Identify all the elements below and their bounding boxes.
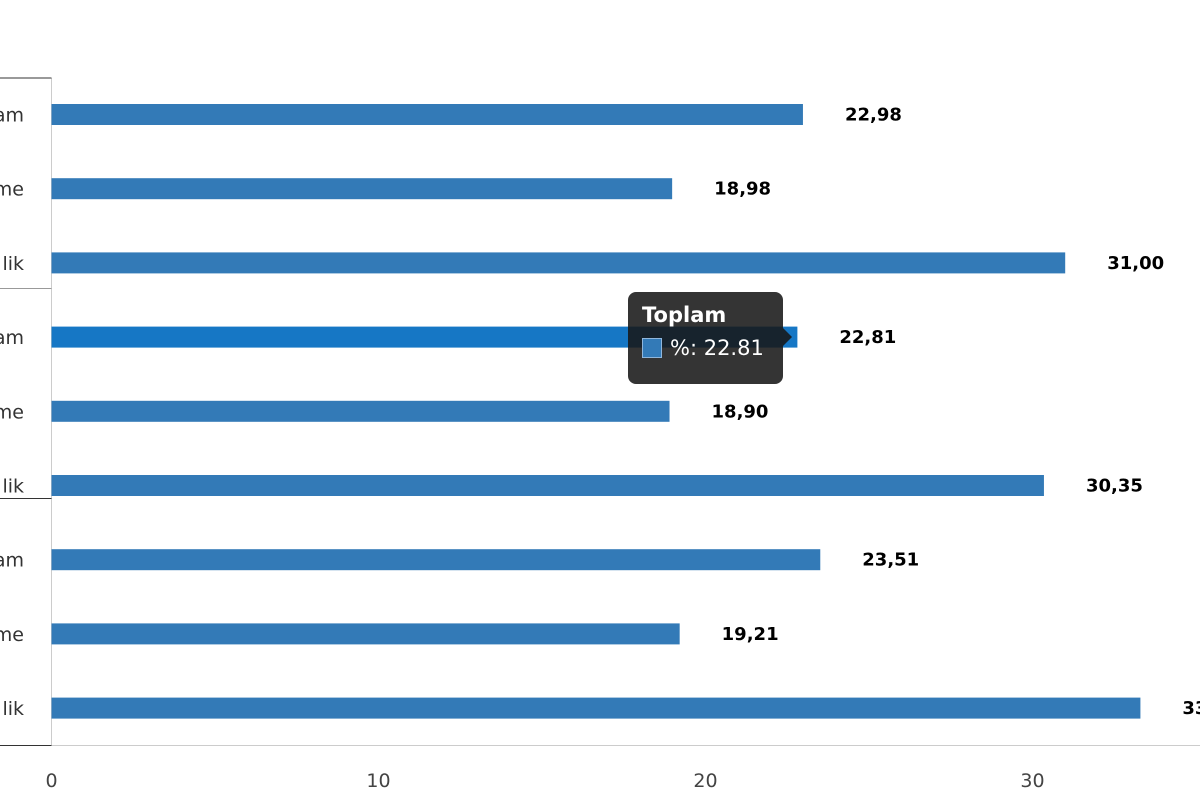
data-label: 22,81: [839, 327, 896, 348]
bar: [51, 104, 803, 125]
category-label: me: [0, 624, 24, 646]
data-label: 19,21: [722, 624, 779, 645]
x-tick-label: 20: [693, 770, 717, 792]
x-tick-label: 10: [366, 770, 390, 792]
tooltip-series-swatch: [642, 338, 662, 358]
bar: [51, 475, 1044, 496]
tooltip-row: %: 22.81: [642, 336, 769, 360]
tooltip-title: Toplam: [642, 303, 727, 327]
data-label: 23,51: [862, 550, 919, 571]
data-label: 22,98: [845, 105, 902, 126]
category-label: am: [0, 550, 24, 572]
data-label: 30,35: [1086, 476, 1143, 497]
x-tick-label: 30: [1020, 770, 1044, 792]
bar: [51, 252, 1066, 274]
category-label: lik: [2, 476, 24, 498]
data-label: 18,90: [712, 401, 769, 422]
data-label: 33: [1182, 698, 1200, 719]
data-label: 18,98: [714, 179, 771, 200]
category-label: am: [0, 105, 24, 127]
bar: [51, 400, 670, 422]
data-label: 31,00: [1107, 253, 1164, 274]
bar: [51, 178, 673, 200]
x-tick-label: 0: [45, 770, 57, 792]
category-label: me: [0, 401, 24, 423]
category-label: lik: [2, 698, 24, 720]
category-label: me: [0, 179, 24, 201]
bar: [51, 697, 1141, 719]
category-label: lik: [2, 253, 24, 275]
bar: [51, 623, 680, 645]
category-label: am: [0, 327, 24, 349]
tooltip-value: %: 22.81: [670, 336, 764, 360]
bar: [51, 549, 821, 571]
bar: [51, 326, 798, 348]
chart-tooltip: Toplam %: 22.81: [628, 292, 792, 384]
